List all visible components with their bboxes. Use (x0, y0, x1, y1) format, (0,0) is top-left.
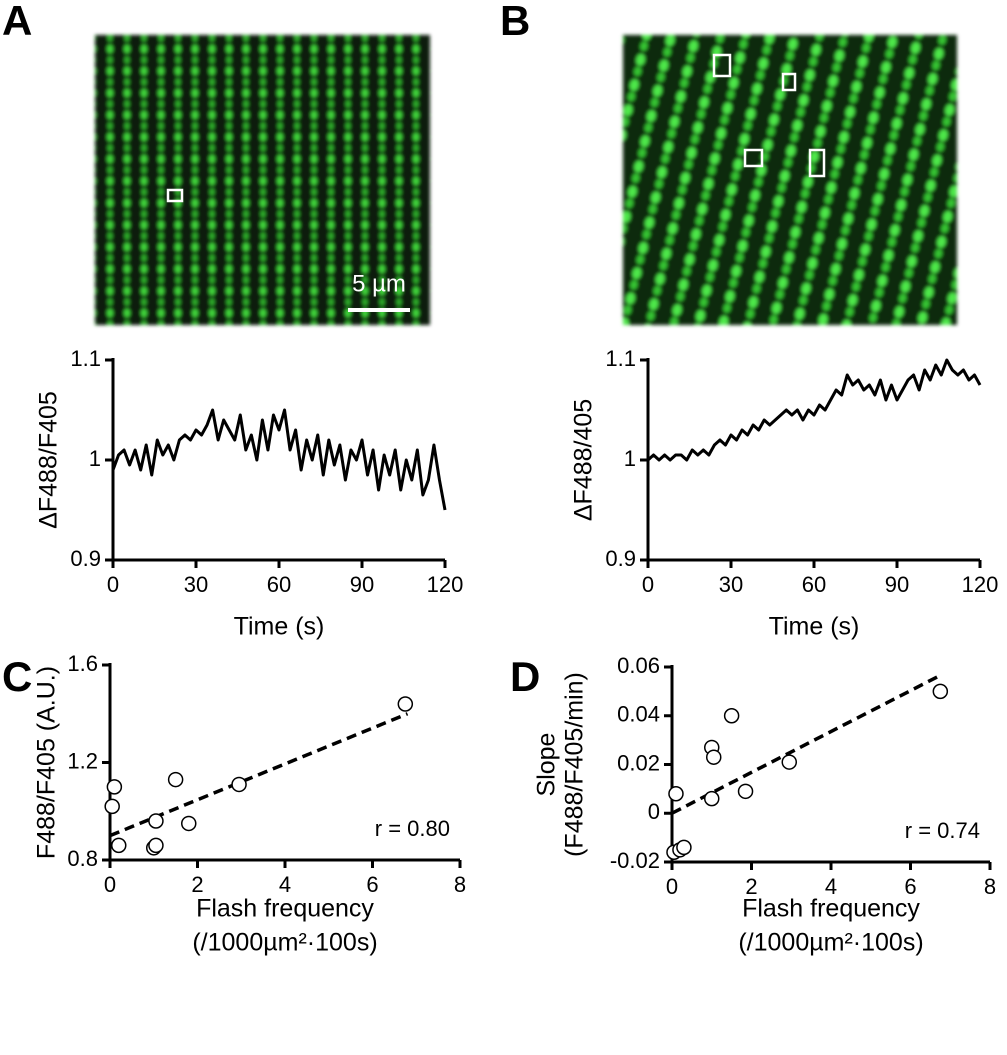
annotation: r = 0.80 (375, 816, 450, 841)
x-tick-label: 2 (745, 874, 757, 899)
y-axis-label: ΔF488/405 (570, 399, 598, 521)
micrograph-b (623, 35, 957, 325)
y-tick-label: 0.04 (617, 702, 660, 727)
data-point (148, 837, 164, 854)
data-point (104, 798, 120, 815)
x-tick-label: 120 (962, 572, 999, 597)
x-tick-label: 90 (350, 572, 374, 597)
fit-line (671, 672, 944, 815)
x-tick-label: 30 (184, 572, 208, 597)
y-axis-label: (F488/F405/min) (561, 672, 589, 857)
data-point (167, 771, 184, 788)
x-tick-label: 2 (191, 872, 203, 897)
x-tick-label: 0 (107, 572, 119, 597)
x-axis-label: (/1000µm²·100s) (192, 929, 377, 957)
x-tick-label: 120 (427, 572, 464, 597)
y-tick-label: 0.9 (70, 546, 101, 571)
y-tick-label: 1 (89, 446, 101, 471)
data-point (668, 786, 684, 802)
data-point (106, 779, 123, 795)
data-point (111, 837, 127, 854)
data-point (148, 813, 164, 829)
y-tick-label: 0.02 (617, 750, 660, 775)
x-tick-label: 60 (267, 572, 291, 597)
y-axis-label: F488/F405 (A.U.) (33, 666, 61, 859)
y-tick-label: 1.6 (67, 651, 98, 676)
data-point (723, 708, 740, 724)
y-axis-label: ΔF488/F405 (35, 391, 63, 529)
y-tick-label: 0.8 (67, 846, 98, 871)
panel-label: A (2, 0, 32, 44)
data-point (181, 815, 197, 832)
x-tick-label: 6 (904, 874, 916, 899)
x-tick-label: 0 (642, 572, 654, 597)
x-tick-label: 4 (279, 872, 291, 897)
x-axis-label: (/1000µm²·100s) (738, 929, 923, 957)
annotation: r = 0.74 (905, 818, 980, 843)
x-tick-label: 0 (104, 872, 116, 897)
scale-bar-label: 5 µm (352, 270, 406, 297)
data-point (932, 683, 949, 700)
data-point (397, 696, 414, 712)
panel-label: B (500, 0, 530, 44)
data-point (781, 754, 798, 770)
data-point (676, 839, 692, 856)
data-line (646, 358, 982, 462)
data-point (705, 749, 722, 765)
x-axis-label: Time (s) (769, 613, 860, 641)
x-tick-label: 30 (719, 572, 743, 597)
y-tick-label: 1.2 (67, 748, 98, 773)
y-tick-label: 0.9 (605, 546, 636, 571)
y-tick-label: 0.06 (617, 653, 660, 678)
y-axis-label: Slope (533, 733, 561, 797)
x-tick-label: 0 (666, 874, 678, 899)
y-tick-label: 1.1 (605, 346, 636, 371)
micrograph-a: 5 µm (95, 35, 430, 325)
x-tick-label: 4 (825, 874, 837, 899)
data-point (704, 790, 720, 807)
x-tick-label: 60 (802, 572, 826, 597)
y-tick-label: 0 (648, 799, 660, 824)
panel-label: D (510, 653, 540, 700)
x-axis-label: Flash frequency (196, 895, 374, 923)
x-tick-label: 90 (885, 572, 909, 597)
x-axis-label: Time (s) (234, 613, 325, 641)
y-tick-label: 1.1 (70, 346, 101, 371)
x-tick-label: 8 (454, 872, 466, 897)
y-tick-label: -0.02 (610, 848, 660, 873)
x-tick-label: 8 (984, 874, 996, 899)
x-tick-label: 6 (366, 872, 378, 897)
data-line (111, 408, 447, 511)
y-tick-label: 1 (624, 446, 636, 471)
data-point (231, 776, 247, 793)
panel-label: C (2, 653, 32, 700)
x-axis-label: Flash frequency (742, 895, 920, 923)
data-point (737, 783, 754, 800)
